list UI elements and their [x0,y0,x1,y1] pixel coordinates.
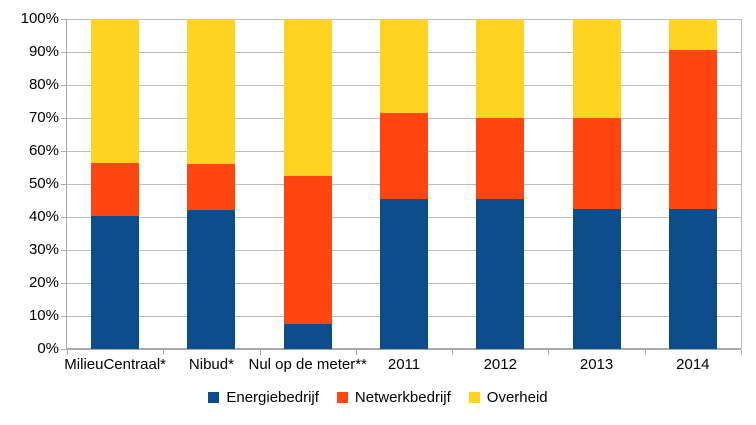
bar-segment-netwerkbedrijf [187,164,235,210]
x-axis-tick [356,350,357,355]
y-axis-tick [61,283,66,284]
chart-legend: Energiebedrijf Netwerkbedrijf Overheid [0,389,756,406]
bar-segment-netwerkbedrijf [380,113,428,199]
x-category-label: Nibud* [188,356,234,373]
bar-segment-energiebedrijf [476,199,524,349]
y-axis-tick [61,349,66,350]
bar-segment-energiebedrijf [669,209,717,349]
legend-item-netwerkbedrijf: Netwerkbedrijf [336,389,451,406]
legend-swatch-icon [208,392,220,403]
y-axis-label: 50% [28,175,59,192]
legend-swatch-icon [336,392,348,403]
x-axis-tick [645,350,646,355]
x-category-label: 2014 [676,356,710,373]
legend-swatch-icon [468,392,480,403]
y-axis-label: 70% [28,109,59,126]
x-axis-tick [548,350,549,355]
legend-item-energiebedrijf: Energiebedrijf [208,389,319,406]
bar-segment-overheid [284,19,332,176]
legend-label: Overheid [486,389,548,406]
bar-segment-energiebedrijf [573,209,621,349]
y-axis-label: 100% [20,10,59,27]
legend-item-overheid: Overheid [468,389,548,406]
bar-segment-netwerkbedrijf [91,163,139,216]
x-axis-tick [452,350,453,355]
bar-segment-overheid [91,19,139,163]
bar-segment-overheid [187,19,235,164]
y-axis-label: 80% [28,76,59,93]
y-axis-tick [61,316,66,317]
x-category-label: 2011 [387,356,421,373]
bar-segment-overheid [669,19,717,50]
bar-segment-netwerkbedrijf [669,50,717,209]
x-category-label: 2012 [483,356,517,373]
bar-segment-netwerkbedrijf [476,118,524,199]
y-axis-tick [61,151,66,152]
bar-segment-netwerkbedrijf [284,176,332,324]
y-axis-label: 30% [28,241,59,258]
y-axis-label: 0% [37,340,59,357]
y-axis-label: 10% [28,307,59,324]
bar-segment-overheid [476,19,524,118]
y-axis-line [66,19,67,349]
bar-segment-energiebedrijf [91,216,139,349]
legend-label: Energiebedrijf [226,389,319,406]
legend-label: Netwerkbedrijf [354,389,451,406]
x-axis-tick [163,350,164,355]
y-axis-tick [61,19,66,20]
bar-segment-netwerkbedrijf [573,118,621,209]
y-axis-tick [61,85,66,86]
y-axis-label: 20% [28,274,59,291]
x-category-label: 2013 [579,356,614,373]
bar-segment-energiebedrijf [380,199,428,349]
bar-segment-overheid [380,19,428,113]
y-axis-label: 40% [28,208,59,225]
x-axis-tick [741,350,742,355]
bar-segment-energiebedrijf [284,324,332,349]
bar-segment-energiebedrijf [187,210,235,349]
plot-right-border [741,19,742,349]
y-axis-label: 60% [28,142,59,159]
y-axis-tick [61,217,66,218]
y-axis-tick [61,250,66,251]
x-axis-tick [67,350,68,355]
plot-area: 0% 10% 20% 30% 40% 50% 60% 70% 80% 90% 100% MilieuC… [21,11,742,373]
y-axis-label: 90% [28,43,59,60]
y-axis-tick [61,52,66,53]
bar-segment-overheid [573,19,621,118]
x-category-label: MilieuCentraal* [64,356,166,373]
y-axis-tick [61,118,66,119]
x-axis-line [66,348,741,350]
x-category-label: Nul op de meter** [248,356,367,373]
y-axis-tick [61,184,66,185]
x-axis-tick [260,350,261,355]
